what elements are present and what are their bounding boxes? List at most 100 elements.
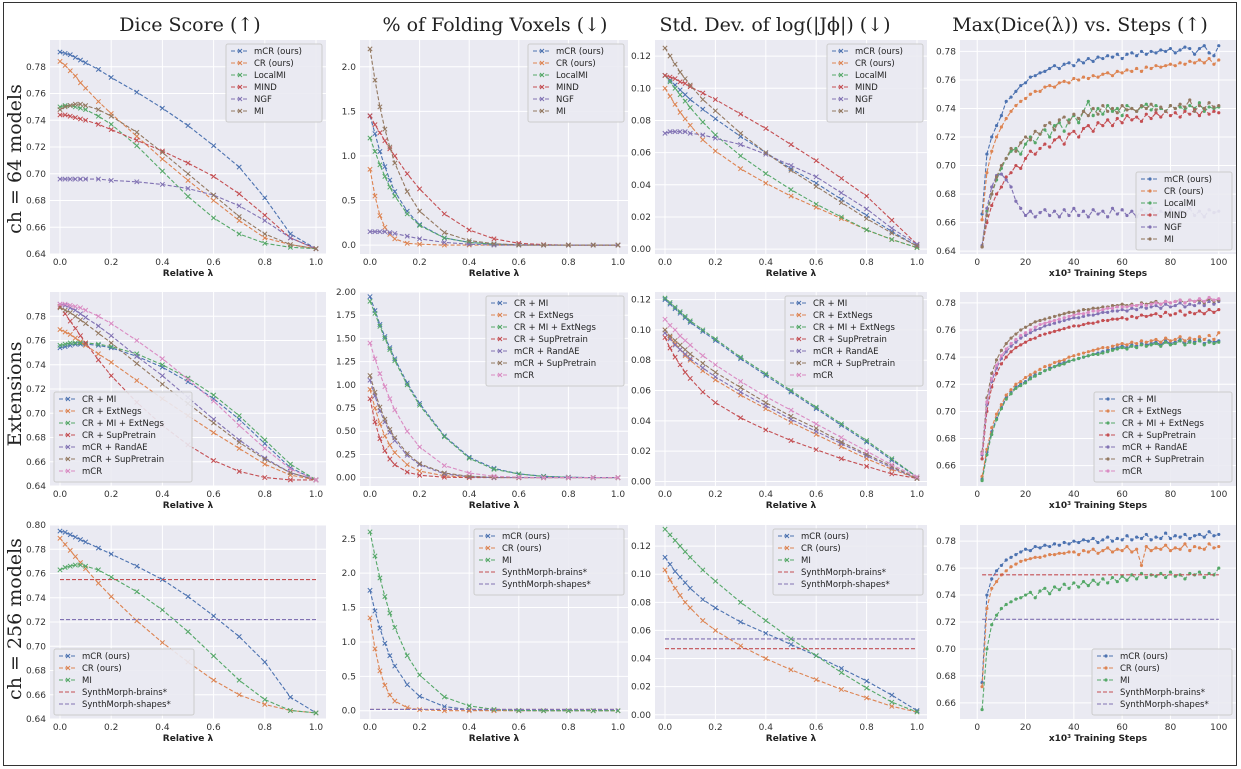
data-point xyxy=(1014,104,1018,108)
data-point xyxy=(1207,295,1211,300)
y-tick-label: 0.04 xyxy=(631,181,651,191)
data-point xyxy=(1009,600,1013,604)
x-axis-label: Relative λ xyxy=(163,734,214,744)
y-tick-label: 1.00 xyxy=(336,381,356,391)
data-point xyxy=(1023,593,1028,597)
data-point xyxy=(1096,75,1100,79)
data-point xyxy=(1091,74,1095,78)
y-tick-label: 0.74 xyxy=(936,591,956,601)
data-point xyxy=(1062,115,1066,119)
series-line xyxy=(369,296,618,479)
x-axis-label: x10³ Training Steps xyxy=(1049,734,1147,744)
data-point xyxy=(667,53,673,59)
data-point xyxy=(466,238,472,244)
data-point xyxy=(1120,346,1124,350)
data-point xyxy=(392,230,398,237)
legend-label: mCR + RandAE xyxy=(82,443,148,453)
legend-label: CR + SupPretrain xyxy=(813,335,887,345)
data-point xyxy=(108,574,114,580)
data-point xyxy=(1212,109,1216,113)
legend-label: LocalMI xyxy=(1164,199,1196,209)
data-point xyxy=(491,241,497,247)
y-tick-label: 0.25 xyxy=(336,450,356,460)
data-point xyxy=(1072,550,1076,554)
data-point xyxy=(813,406,819,412)
data-point xyxy=(889,217,895,223)
data-point xyxy=(1106,350,1110,354)
data-point xyxy=(392,450,398,456)
data-point xyxy=(1009,149,1013,153)
data-point xyxy=(687,82,693,88)
data-point xyxy=(1081,61,1086,65)
data-point xyxy=(1004,116,1008,121)
data-point xyxy=(1173,106,1177,111)
data-point xyxy=(262,456,268,462)
data-point xyxy=(667,577,673,583)
data-point xyxy=(1043,208,1047,212)
data-point xyxy=(1197,46,1202,51)
data-point xyxy=(1207,112,1211,116)
data-point xyxy=(687,122,693,128)
data-point xyxy=(1072,539,1076,543)
data-point xyxy=(262,697,268,703)
data-point xyxy=(700,132,706,138)
data-point xyxy=(985,400,989,404)
data-point xyxy=(1110,206,1115,210)
legend-label: MI xyxy=(502,556,512,566)
data-point xyxy=(700,90,706,96)
data-point xyxy=(185,593,191,600)
data-point xyxy=(441,211,447,217)
data-point xyxy=(1057,118,1061,122)
data-point xyxy=(1106,71,1110,75)
data-point xyxy=(1144,112,1148,116)
data-point xyxy=(1096,112,1100,116)
y-tick-label: 0.78 xyxy=(26,63,46,73)
data-point xyxy=(1178,309,1182,313)
data-point xyxy=(1086,124,1090,128)
data-point xyxy=(1028,590,1032,594)
data-point xyxy=(677,309,683,315)
data-point xyxy=(57,567,63,573)
data-point xyxy=(372,389,378,395)
data-point xyxy=(1077,78,1081,82)
data-point xyxy=(417,461,423,467)
legend: mCR (ours)CR (ours)MISynthMorph-brains*S… xyxy=(772,528,924,596)
y-tick-label: 0.0 xyxy=(342,241,357,251)
data-point xyxy=(994,371,999,375)
data-point xyxy=(1072,313,1076,317)
data-point xyxy=(1217,111,1221,115)
data-point xyxy=(712,336,718,342)
data-point xyxy=(1130,573,1134,577)
y-tick-label: 1.0 xyxy=(342,152,357,162)
data-point xyxy=(1193,61,1197,65)
data-point xyxy=(1009,185,1013,189)
legend-box xyxy=(1135,171,1233,251)
data-point xyxy=(980,457,984,461)
data-point xyxy=(1164,531,1168,535)
data-point xyxy=(57,176,63,182)
data-point xyxy=(864,437,870,444)
data-point xyxy=(404,233,410,239)
data-point xyxy=(72,73,78,79)
data-point xyxy=(95,313,101,319)
data-point xyxy=(1081,75,1086,79)
data-point xyxy=(813,677,819,683)
data-point xyxy=(1135,577,1139,581)
chart-r2c2: 0.000.020.040.060.080.100.120.0 0.2 0.4 0.6… xyxy=(631,525,927,744)
data-point xyxy=(1144,344,1148,348)
data-point xyxy=(700,327,706,333)
data-point xyxy=(1023,375,1028,380)
data-point xyxy=(712,96,718,103)
legend-label: mCR (ours) xyxy=(254,47,302,57)
data-point xyxy=(1019,84,1023,88)
data-point xyxy=(813,201,819,207)
x-tick-label: 0.2 xyxy=(708,723,722,733)
data-point xyxy=(1217,331,1221,335)
data-point xyxy=(1038,589,1042,593)
data-point xyxy=(95,113,101,119)
data-point xyxy=(1202,575,1206,580)
data-point xyxy=(667,79,673,85)
data-point xyxy=(864,448,870,454)
data-point xyxy=(999,185,1003,189)
data-point xyxy=(1193,337,1197,342)
